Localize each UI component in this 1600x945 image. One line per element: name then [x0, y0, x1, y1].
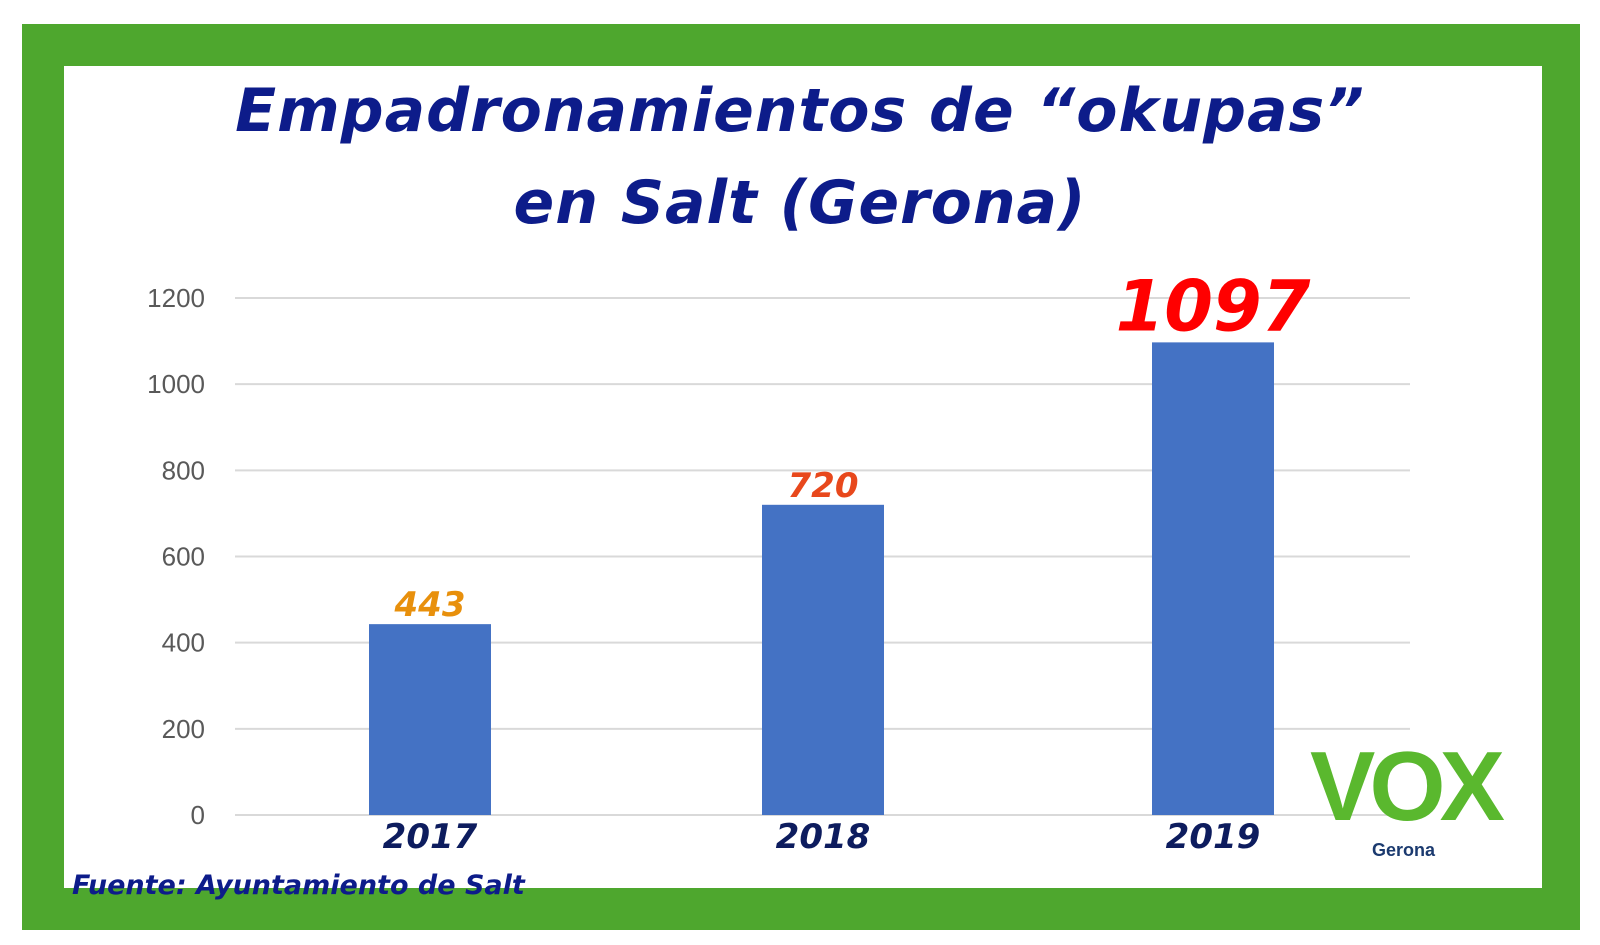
chart-title-line-1: Empadronamientos de “okupas” [235, 76, 1365, 146]
x-tick-label: 2017 [383, 817, 478, 857]
bar-2019 [1152, 342, 1274, 815]
data-label: 1097 [1116, 265, 1311, 347]
x-tick-label: 2019 [1166, 817, 1261, 857]
y-tick-label: 1000 [147, 369, 205, 399]
logo-subtitle: Gerona [1372, 840, 1436, 860]
chart-title-line-2: en Salt (Gerona) [513, 168, 1087, 238]
y-tick-label: 800 [162, 455, 205, 485]
vox-logo: VOX [1310, 735, 1510, 841]
source-note: Fuente: Ayuntamiento de Salt [72, 870, 525, 901]
y-tick-label: 600 [162, 542, 205, 572]
data-label: 443 [394, 585, 466, 625]
y-tick-label: 400 [162, 628, 205, 658]
data-label: 720 [788, 466, 859, 506]
x-tick-label: 2018 [776, 817, 871, 857]
y-tick-label: 200 [162, 714, 205, 744]
bar-2018 [762, 504, 884, 815]
bar-2017 [369, 624, 491, 815]
y-tick-label: 0 [191, 800, 205, 830]
y-tick-label: 1200 [147, 283, 205, 313]
vox-logo-text: VOX [1310, 735, 1505, 841]
